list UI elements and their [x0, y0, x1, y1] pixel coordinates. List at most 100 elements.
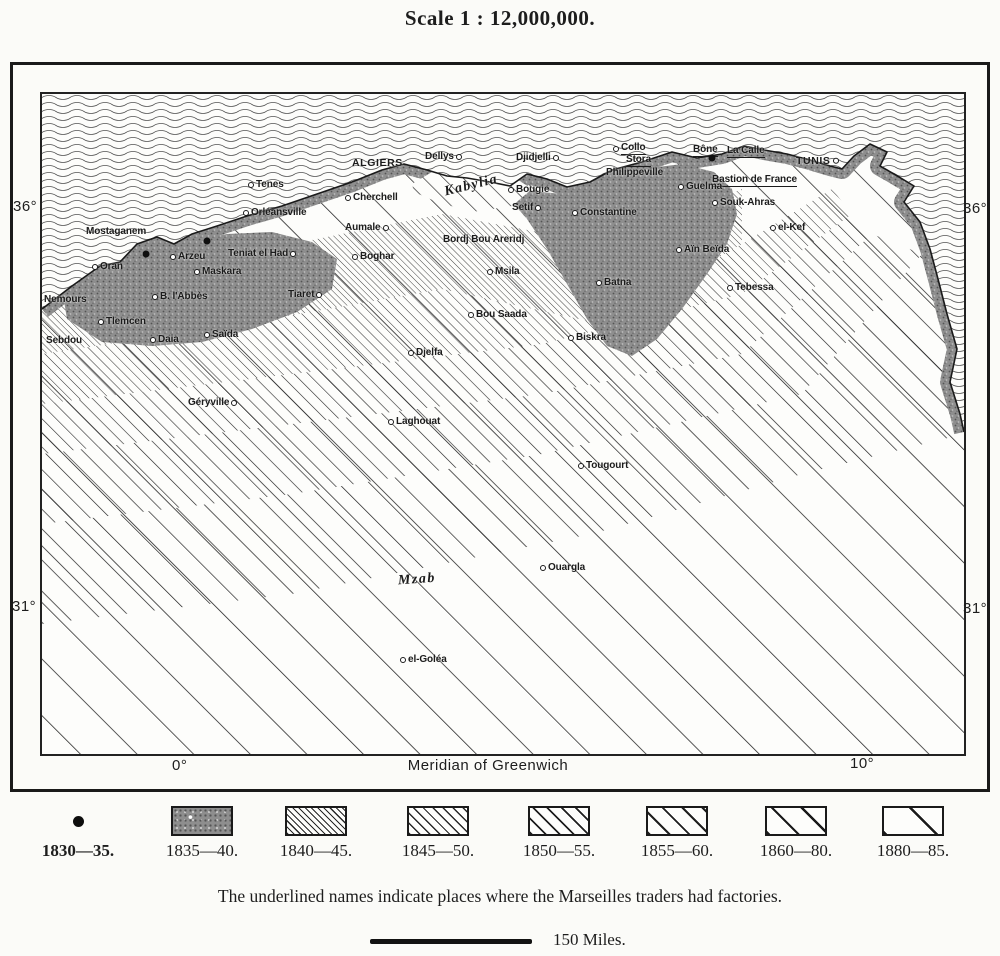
- place-label-dellys: Dellys: [425, 152, 462, 162]
- legend-item-1845-50: 1845—50.: [382, 806, 494, 861]
- zone-1855-60: [42, 234, 922, 524]
- town-marker-icon: [676, 247, 682, 253]
- place-name-text: Bou Saada: [476, 309, 527, 320]
- place-name-text: Souk-Ahras: [720, 197, 776, 208]
- town-marker-icon: [98, 319, 104, 325]
- zone-1835-40-east: [512, 164, 737, 356]
- place-label-a-n-be-da: Aïn Beïda: [676, 245, 729, 255]
- place-label-la-calle: La Calle: [727, 146, 765, 158]
- place-label-bastion-de-france: Bastion de France: [712, 175, 797, 187]
- place-label-djelfa: Djelfa: [408, 348, 443, 358]
- town-marker-icon: [832, 158, 839, 164]
- place-label-tlemcen: Tlemcen: [98, 317, 146, 327]
- lon-label-10: 10°: [850, 755, 875, 772]
- lat-label-31-right: 31°: [963, 600, 988, 617]
- place-name-text: Constantine: [580, 207, 637, 218]
- legend-swatch-hatch-5: [765, 806, 827, 836]
- place-name-text: Tenes: [256, 179, 284, 190]
- place-label-teniat-el-had: Teniat el Had: [228, 248, 297, 259]
- place-name-text: Nemours: [44, 294, 87, 305]
- place-name-text: Dellys: [425, 151, 454, 162]
- town-marker-icon: [487, 269, 493, 275]
- place-label-oran: Oran: [92, 262, 123, 272]
- town-marker-icon: [345, 195, 351, 201]
- legend-swatch-solid: [171, 806, 233, 836]
- legend-item-1860-80: 1860—80.: [740, 806, 852, 861]
- place-name-text: Sebdou: [46, 335, 83, 346]
- place-name-text: Bastion de France: [712, 174, 797, 187]
- place-label-el-kef: el-Kef: [770, 223, 805, 233]
- place-label-stora: Stora: [626, 155, 651, 167]
- place-name-text: Bordj Bou Areridj: [443, 234, 525, 245]
- region-label-mzab: Mzab: [397, 571, 436, 590]
- place-label-setif: Setif: [512, 203, 542, 213]
- place-name-text: Djidjelli: [516, 152, 551, 163]
- legend-label: 1855—60.: [640, 841, 714, 860]
- lat-label-36-left: 36°: [13, 198, 38, 215]
- town-marker-icon: [572, 210, 578, 216]
- place-name-text: Philippeville: [606, 167, 664, 178]
- legend-swatch-hatch-2: [407, 806, 469, 836]
- place-name-text: Biskra: [576, 332, 606, 343]
- place-label-tenes: Tenes: [248, 180, 284, 190]
- town-marker-icon: [400, 657, 406, 663]
- place-label-constantine: Constantine: [572, 208, 637, 218]
- place-name-text: Aïn Beïda: [684, 244, 730, 255]
- zone-1850-55: [42, 214, 872, 454]
- place-label-boghar: Boghar: [352, 252, 395, 262]
- town-marker-icon: [678, 184, 684, 190]
- legend-label: 1835—40.: [165, 841, 239, 860]
- town-marker-icon: [231, 400, 238, 406]
- town-marker-icon: [770, 225, 776, 231]
- occupied-1830-35-dot: [142, 250, 150, 258]
- town-marker-icon: [408, 350, 414, 356]
- place-name-text: Tebessa: [735, 282, 774, 293]
- place-name-text: Cherchell: [353, 192, 398, 203]
- legend-swatch-hatch-6: [882, 806, 944, 836]
- places-layer: Tenes Orléansville Cherchell ALGIERS Dellys D…: [40, 92, 962, 752]
- place-name-text: Msila: [495, 266, 520, 277]
- town-marker-icon: [248, 182, 254, 188]
- legend-item-1880-85: 1880—85.: [857, 806, 969, 861]
- place-label-arzeu: Arzeu: [170, 252, 205, 262]
- place-name-text: Teniat el Had: [228, 248, 289, 259]
- place-name-text: Saïda: [212, 329, 239, 340]
- place-label-el-gol-a: el-Goléa: [400, 655, 447, 665]
- town-marker-icon: [535, 205, 542, 211]
- place-name-text: Daia: [158, 334, 179, 345]
- place-label-batna: Batna: [596, 278, 631, 288]
- legend: 1830—35. 1835—40. 1840—45. 1845—50. 1850—55.…: [0, 806, 1000, 882]
- place-name-text: Bône: [693, 144, 718, 157]
- lat-label-36-right: 36°: [963, 200, 988, 217]
- town-marker-icon: [727, 285, 733, 291]
- town-marker-icon: [194, 269, 200, 275]
- legend-item-1835-40: 1835—40.: [146, 806, 258, 861]
- place-name-text: Batna: [604, 277, 632, 288]
- place-name-text: Bougie: [516, 184, 550, 195]
- place-label-algiers: ALGIERS: [352, 158, 403, 169]
- place-name-text: Collo: [621, 142, 646, 155]
- town-marker-icon: [352, 254, 358, 260]
- map-scale-title: Scale 1 : 12,000,000.: [404, 6, 596, 30]
- legend-label: 1830—35.: [41, 841, 115, 860]
- place-name-text: La Calle: [727, 145, 765, 158]
- legend-item-1850-55: 1850—55.: [503, 806, 615, 861]
- town-marker-icon: [568, 335, 574, 341]
- caption: The underlined names indicate places whe…: [217, 886, 783, 906]
- town-marker-icon: [388, 419, 394, 425]
- legend-label: 1860—80.: [759, 841, 833, 860]
- meridian-label: Meridian of Greenwich: [407, 757, 569, 774]
- scale-bar-label: 150 Miles.: [553, 930, 626, 949]
- place-label-bougie: Bougie: [508, 185, 549, 195]
- place-name-text: el-Goléa: [408, 654, 447, 665]
- place-label-biskra: Biskra: [568, 333, 606, 343]
- place-name-text: Arzeu: [178, 251, 206, 262]
- town-marker-icon: [508, 187, 514, 193]
- region-name-text: Mzab: [397, 570, 437, 589]
- place-name-text: Guelma: [686, 181, 723, 192]
- legend-item-1830-35: 1830—35.: [22, 806, 134, 861]
- map-outer-frame: [10, 62, 990, 792]
- legend-swatch-hatch-3: [528, 806, 590, 836]
- place-name-text: Laghouat: [396, 416, 441, 427]
